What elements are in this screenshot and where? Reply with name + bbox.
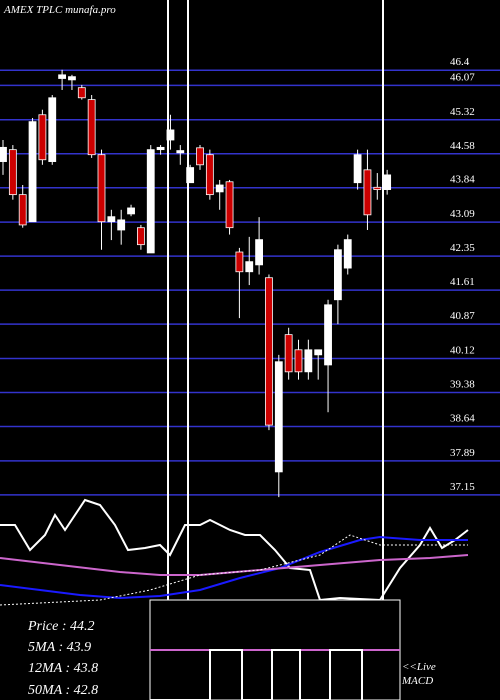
indicator-line [0,498,469,602]
candle-body [0,146,7,162]
candle-body [146,149,155,254]
candle-body [245,261,254,273]
y-tick-label: 46.07 [450,71,475,83]
candle-body [284,334,293,373]
candle-body [176,150,185,154]
candle-body [363,169,372,216]
candle-body [38,114,47,161]
candle-body [265,277,273,426]
live-label: <<Live [402,661,436,673]
candle-body [186,167,195,184]
y-tick-label: 37.89 [450,447,475,459]
candle-body [373,186,382,190]
candle-body [8,149,17,196]
info-12ma: 12MA : 43.8 [28,661,98,676]
candle-body [205,154,214,196]
candles [0,69,392,498]
candle-body [87,99,96,156]
candle-body [117,219,126,231]
candle-body [235,251,244,273]
candle-body [127,207,135,215]
candle-body [28,121,37,223]
info-price: Price : 44.2 [27,619,94,634]
y-tick-label: 38.64 [450,412,475,424]
indicator-line [0,535,468,600]
candle-body [97,154,106,223]
info-5ma: 5MA : 43.9 [28,640,91,655]
y-tick-label: 43.09 [450,208,475,220]
candle-body [304,349,313,373]
candle-body [274,361,283,473]
candle-body [225,181,234,229]
y-tick-label: 42.35 [450,242,475,254]
candle-body [383,174,392,190]
candle-body [333,249,342,301]
candle-body [215,184,224,193]
candle-body [107,216,116,223]
y-tick-label: 45.32 [450,106,475,118]
candle-body [68,76,76,81]
indicator-line [0,534,468,606]
macd-label: MACD [401,675,433,687]
candle-body [255,239,264,266]
candle-body [166,129,175,141]
candle-body [58,74,66,79]
candle-body [196,147,204,166]
y-tick-label: 46.4 [450,56,470,68]
y-tick-label: 39.38 [450,378,475,390]
candle-body [314,349,323,356]
candle-body [324,304,332,366]
candle-body [136,227,145,246]
grid: 46.4 46.07 45.32 44.58 43.84 43.09 42.35 41.61 4… [0,56,500,496]
candle-body [77,87,86,99]
candle-body [343,239,352,269]
info-50ma: 50MA : 42.8 [28,683,98,698]
y-tick-label: 43.84 [450,174,475,186]
candle-body [294,349,303,373]
y-tick-label: 40.12 [450,345,475,357]
macd-line [150,649,363,700]
candle-body [353,154,362,184]
y-tick-label: 41.61 [450,276,475,288]
chart-title: AMEX TPLC munafa.pro [3,4,116,16]
candle-body [156,146,165,151]
candle-body [48,97,57,162]
y-tick-label: 44.58 [450,140,475,152]
candle-body [18,194,27,226]
y-tick-label: 40.87 [450,310,475,322]
y-tick-label: 37.15 [450,481,475,493]
